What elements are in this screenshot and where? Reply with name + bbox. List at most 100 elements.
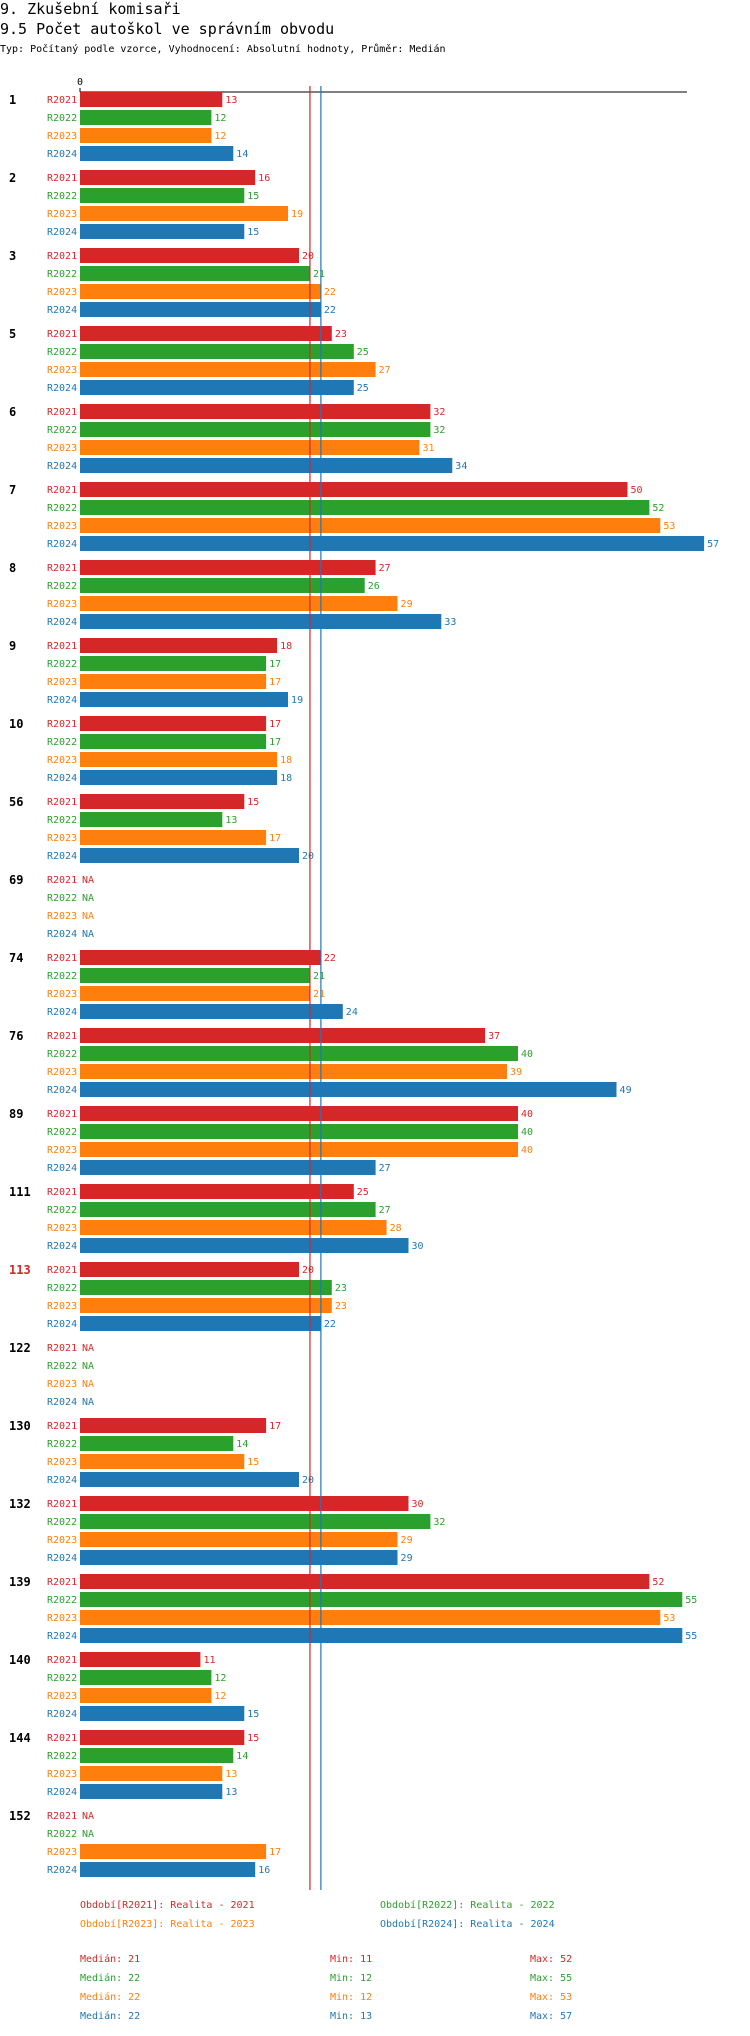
series-label: R2023 [47, 209, 77, 220]
value-label: 22 [324, 305, 336, 316]
bar-56-R2022 [80, 812, 223, 827]
value-label: 55 [685, 1631, 697, 1642]
bar-113-R2022 [80, 1280, 332, 1295]
bar-76-R2023 [80, 1064, 507, 1079]
bar-6-R2024 [80, 458, 453, 473]
group-label-2: 2 [9, 171, 16, 185]
value-label: 12 [214, 1691, 226, 1702]
series-label: R2024 [47, 851, 77, 862]
series-label: R2022 [47, 113, 77, 124]
series-label: R2023 [47, 1067, 77, 1078]
bar-1-R2022 [80, 110, 212, 125]
bar-89-R2023 [80, 1142, 518, 1157]
na-label: NA [82, 911, 94, 922]
bar-144-R2022 [80, 1748, 234, 1763]
bar-2-R2021 [80, 170, 256, 185]
bar-74-R2023 [80, 986, 310, 1001]
bar-10-R2023 [80, 752, 278, 767]
bar-10-R2022 [80, 734, 267, 749]
series-label: R2021 [47, 797, 77, 808]
group-label-74: 74 [9, 951, 23, 965]
value-label: 40 [521, 1145, 533, 1156]
legend-item-R2023: Období[R2023]: Realita - 2023 [80, 1918, 255, 1930]
group-label-144: 144 [9, 1731, 31, 1745]
value-label: 13 [225, 1787, 237, 1798]
bar-89-R2022 [80, 1124, 518, 1139]
bar-6-R2023 [80, 440, 420, 455]
value-label: 26 [368, 581, 380, 592]
value-label: 18 [280, 755, 292, 766]
series-label: R2022 [47, 1127, 77, 1138]
series-label: R2023 [47, 833, 77, 844]
na-label: NA [82, 1811, 94, 1822]
series-label: R2021 [47, 1655, 77, 1666]
series-label: R2023 [47, 989, 77, 1000]
series-label: R2022 [47, 1439, 77, 1450]
series-label: R2022 [47, 1595, 77, 1606]
value-label: 17 [269, 833, 281, 844]
value-label: 17 [269, 1847, 281, 1858]
value-label: 14 [236, 149, 248, 160]
series-label: R2021 [47, 1343, 77, 1354]
value-label: 20 [302, 251, 314, 262]
series-label: R2023 [47, 1301, 77, 1312]
bar-5-R2022 [80, 344, 354, 359]
value-label: 53 [663, 521, 675, 532]
bar-8-R2024 [80, 614, 442, 629]
series-label: R2022 [47, 1283, 77, 1294]
bar-140-R2022 [80, 1670, 212, 1685]
series-label: R2023 [47, 755, 77, 766]
bar-3-R2024 [80, 302, 321, 317]
series-label: R2021 [47, 407, 77, 418]
group-label-10: 10 [9, 717, 23, 731]
na-label: NA [82, 1829, 94, 1840]
series-label: R2023 [47, 521, 77, 532]
series-label: R2024 [47, 1475, 77, 1486]
chart-title: 9.5 Počet autoškol ve správním obvodu [0, 20, 335, 38]
bar-5-R2023 [80, 362, 376, 377]
series-label: R2021 [47, 1421, 77, 1432]
bar-9-R2021 [80, 638, 278, 653]
series-label: R2021 [47, 719, 77, 730]
series-label: R2023 [47, 1379, 77, 1390]
bar-113-R2023 [80, 1298, 332, 1313]
value-label: 22 [324, 1319, 336, 1330]
x-axis-zero-label: 0 [77, 77, 83, 88]
bar-76-R2021 [80, 1028, 486, 1043]
series-label: R2023 [47, 443, 77, 454]
group-label-140: 140 [9, 1653, 31, 1667]
value-label: 57 [707, 539, 719, 550]
group-label-111: 111 [9, 1185, 31, 1199]
series-label: R2023 [47, 911, 77, 922]
bar-7-R2021 [80, 482, 628, 497]
bar-1-R2021 [80, 92, 223, 107]
value-label: 22 [324, 953, 336, 964]
value-label: 37 [488, 1031, 500, 1042]
series-label: R2022 [47, 503, 77, 514]
bar-111-R2024 [80, 1238, 409, 1253]
bar-89-R2024 [80, 1160, 376, 1175]
section-title: 9. Zkušební komisaři [0, 0, 181, 18]
series-label: R2022 [47, 659, 77, 670]
value-label: 19 [291, 695, 303, 706]
value-label: 49 [620, 1085, 632, 1096]
bar-9-R2022 [80, 656, 267, 671]
group-label-122: 122 [9, 1341, 31, 1355]
value-label: 17 [269, 677, 281, 688]
series-label: R2021 [47, 1031, 77, 1042]
series-label: R2021 [47, 251, 77, 262]
bar-74-R2024 [80, 1004, 343, 1019]
value-label: 55 [685, 1595, 697, 1606]
value-label: 17 [269, 1421, 281, 1432]
value-label: 27 [379, 563, 391, 574]
value-label: 21 [313, 989, 325, 1000]
series-label: R2024 [47, 1787, 77, 1798]
group-label-7: 7 [9, 483, 16, 497]
legend-item-R2021: Období[R2021]: Realita - 2021 [80, 1899, 255, 1911]
bar-152-R2023 [80, 1844, 267, 1859]
series-label: R2024 [47, 1709, 77, 1720]
bar-6-R2021 [80, 404, 431, 419]
value-label: 34 [455, 461, 467, 472]
value-label: 15 [247, 1733, 259, 1744]
value-label: 25 [357, 383, 369, 394]
